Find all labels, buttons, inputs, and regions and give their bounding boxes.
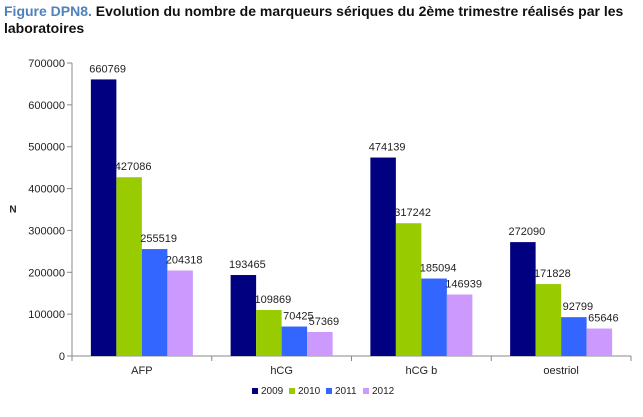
bar-hCGb-2012 xyxy=(446,294,473,356)
data-label-oestriol-2010: 171828 xyxy=(534,268,571,280)
data-label-hCG-2012: 57369 xyxy=(309,316,340,328)
data-label-oestriol-2009: 272090 xyxy=(509,226,546,238)
data-label-hCG-2009: 193465 xyxy=(229,259,266,271)
y-tick-label: 200000 xyxy=(28,267,65,279)
legend-swatch-2010 xyxy=(289,388,295,394)
bar-hCG-2012 xyxy=(307,331,333,356)
figure-caption-text: Evolution du nombre de marqueurs sérique… xyxy=(4,3,624,36)
y-tick-label: 600000 xyxy=(28,100,65,112)
y-tick-label: 0 xyxy=(59,351,65,363)
bar-oestriol-2012 xyxy=(586,328,613,356)
data-label-oestriol-2011: 92799 xyxy=(563,301,594,313)
data-label-oestriol-2012: 65646 xyxy=(588,313,619,325)
data-label-hCGb-2012: 146939 xyxy=(445,278,482,290)
legend-label-2009: 2009 xyxy=(261,386,284,397)
bar-hCG-2010 xyxy=(256,310,282,356)
y-tick-label: 500000 xyxy=(28,142,65,154)
data-label-AFP-2009: 660769 xyxy=(89,63,126,75)
legend-swatch-2012 xyxy=(363,388,369,394)
bar-hCGb-2009 xyxy=(370,157,396,356)
bar-oestriol-2010 xyxy=(535,284,562,356)
bar-AFP-2011 xyxy=(141,249,168,356)
data-label-AFP-2012: 204318 xyxy=(166,254,203,266)
figure-label: Figure DPN8. xyxy=(4,3,92,19)
x-tick-label-AFP: AFP xyxy=(131,365,152,377)
data-label-hCG-2010: 109869 xyxy=(255,294,292,306)
data-label-AFP-2011: 255519 xyxy=(140,233,177,245)
x-tick-label-oestriol: oestriol xyxy=(543,365,578,377)
data-label-hCGb-2011: 185094 xyxy=(420,263,457,275)
bar-hCG-2011 xyxy=(281,326,308,356)
bar-hCGb-2011 xyxy=(421,278,447,356)
chart-data-labels: 660769 427086 255519 204318 193465 109869 7042… xyxy=(89,63,618,328)
bar-oestriol-2011 xyxy=(561,317,587,356)
bar-hCGb-2010 xyxy=(395,223,422,356)
figure-caption: Figure DPN8. Evolution du nombre de marq… xyxy=(4,3,638,37)
chart-legend: 2009 2010 2011 2012 xyxy=(252,386,395,397)
x-tick-label-hCG: hCG xyxy=(270,365,293,377)
legend-label-2012: 2012 xyxy=(372,386,395,397)
chart-bars xyxy=(90,79,613,357)
data-label-AFP-2010: 427086 xyxy=(115,161,152,173)
bar-AFP-2009 xyxy=(90,79,117,357)
x-tick-label-hCGb: hCG b xyxy=(405,365,437,377)
bar-AFP-2012 xyxy=(167,270,193,356)
chart-axes: 0 100000 200000 300000 400000 500000 600000 700… xyxy=(9,58,632,377)
legend-swatch-2011 xyxy=(326,388,332,394)
bar-hCG-2009 xyxy=(230,275,257,356)
bar-AFP-2010 xyxy=(116,177,142,356)
data-label-hCG-2011: 70425 xyxy=(283,311,314,323)
legend-label-2010: 2010 xyxy=(298,386,321,397)
data-label-hCGb-2009: 474139 xyxy=(369,142,406,154)
y-tick-label: 300000 xyxy=(28,225,65,237)
bar-oestriol-2009 xyxy=(510,242,536,356)
y-tick-label: 700000 xyxy=(28,58,65,70)
data-label-hCGb-2010: 317242 xyxy=(394,207,431,219)
y-tick-label: 400000 xyxy=(28,184,65,196)
legend-swatch-2009 xyxy=(252,388,258,394)
legend-label-2011: 2011 xyxy=(335,386,357,397)
y-axis-title: N xyxy=(9,205,16,216)
y-tick-label: 100000 xyxy=(28,309,65,321)
